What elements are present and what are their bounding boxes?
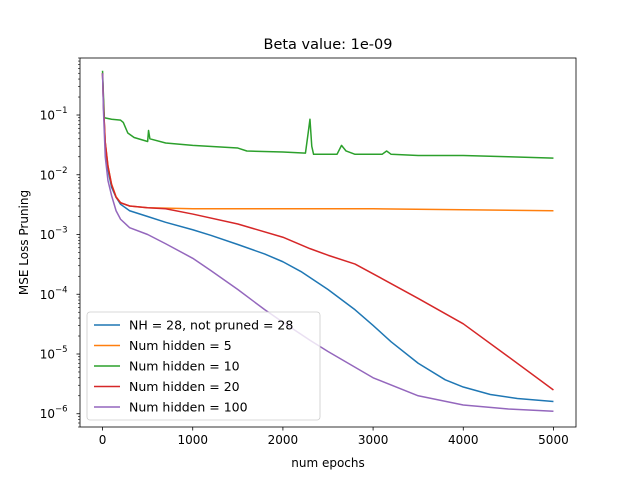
series-line-5 — [101, 73, 554, 413]
legend: NH = 28, not pruned = 28 Num hidden = 5 Nu… — [86, 311, 321, 421]
y-tick-label-base: 10 — [40, 168, 55, 182]
x-axis-label: num epochs — [291, 456, 365, 470]
x-tick-label: 4000 — [448, 433, 479, 447]
legend-item: NH = 28, not pruned = 28 — [94, 318, 293, 333]
legend-label: Num hidden = 100 — [129, 400, 248, 415]
legend-label: Num hidden = 5 — [129, 338, 232, 353]
legend-item: Num hidden = 5 — [94, 338, 232, 353]
plot-area — [101, 70, 554, 413]
series-lines — [101, 70, 554, 413]
y-tick-label-exponent: −4 — [55, 285, 68, 295]
chart-title: Beta value: 1e-09 — [264, 37, 393, 53]
y-tick-label-base: 10 — [40, 288, 55, 302]
y-axis-label: MSE Loss Pruning — [17, 190, 31, 295]
y-tick-label-base: 10 — [40, 407, 55, 421]
y-tick-label: 10 −2 — [40, 166, 68, 183]
x-tick-label: 2000 — [268, 433, 299, 447]
legend-box — [86, 311, 321, 421]
y-tick-label: 10 −1 — [40, 106, 68, 123]
y-tick-label-exponent: −3 — [55, 226, 68, 236]
x-tick-label: 1000 — [177, 433, 208, 447]
y-tick-label: 10 −4 — [40, 285, 68, 302]
x-tick-label: 3000 — [358, 433, 389, 447]
x-tick-label: 5000 — [538, 433, 569, 447]
plot-frame — [79, 57, 577, 428]
y-tick-label-exponent: −2 — [55, 166, 68, 176]
legend-item: Num hidden = 20 — [94, 379, 240, 394]
series-line-3 — [101, 70, 554, 159]
legend-label: Num hidden = 20 — [129, 379, 240, 394]
y-tick-label: 10 −6 — [40, 405, 68, 422]
legend-item: Num hidden = 100 — [94, 400, 248, 415]
y-tick-label-exponent: −5 — [55, 345, 68, 355]
legend-item: Num hidden = 10 — [94, 359, 240, 374]
x-tick-label: 0 — [99, 433, 107, 447]
y-tick-label-base: 10 — [40, 109, 55, 123]
series-line-4 — [101, 73, 554, 391]
y-tick-label-base: 10 — [40, 228, 55, 242]
y-tick-label: 10 −5 — [40, 345, 68, 362]
legend-label: NH = 28, not pruned = 28 — [129, 318, 293, 333]
y-tick-label-exponent: −6 — [55, 405, 68, 415]
y-tick-label-base: 10 — [40, 347, 55, 361]
y-tick-label-exponent: −1 — [55, 106, 68, 116]
y-tick-label: 10 −3 — [40, 226, 68, 243]
legend-label: Num hidden = 10 — [129, 359, 240, 374]
